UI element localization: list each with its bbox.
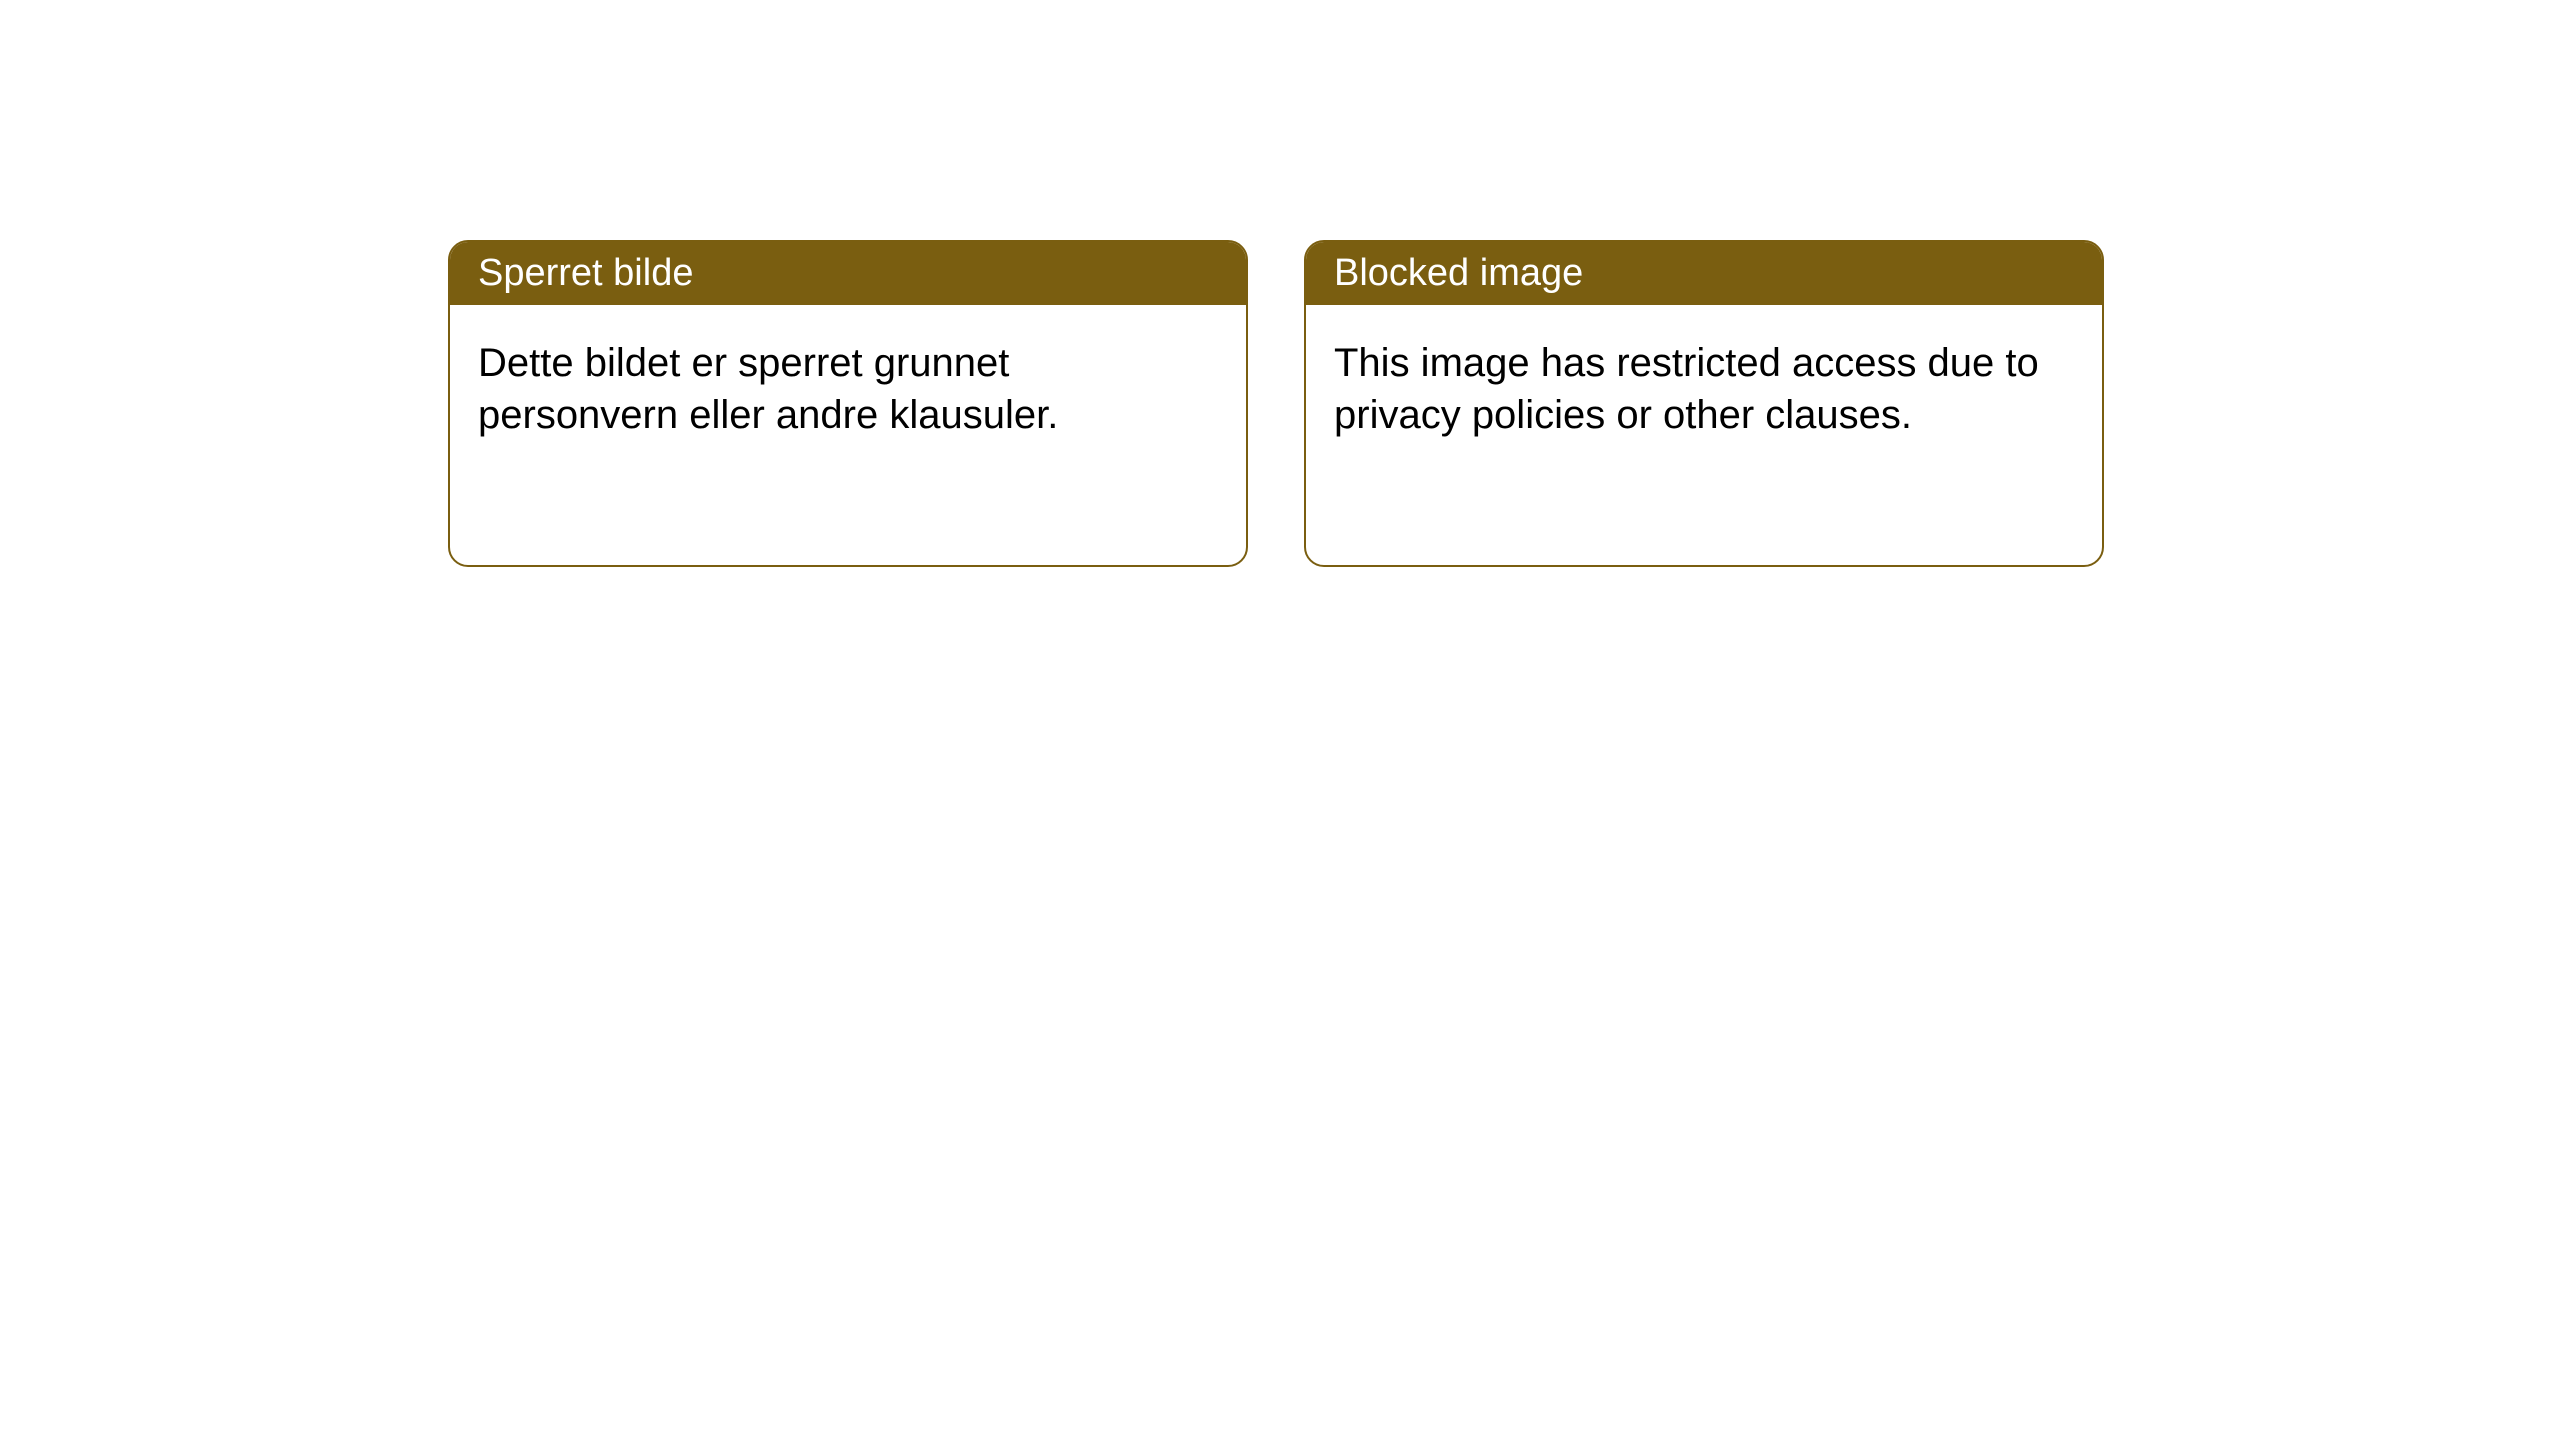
notice-card-english: Blocked image This image has restricted … [1304, 240, 2104, 567]
notice-body: Dette bildet er sperret grunnet personve… [450, 305, 1246, 565]
notice-body-text: This image has restricted access due to … [1334, 341, 2039, 437]
notice-title: Sperret bilde [478, 252, 693, 294]
notice-title: Blocked image [1334, 252, 1583, 294]
notice-body-text: Dette bildet er sperret grunnet personve… [478, 341, 1058, 437]
notice-container: Sperret bilde Dette bildet er sperret gr… [448, 240, 2104, 567]
notice-body: This image has restricted access due to … [1306, 305, 2102, 565]
notice-header: Sperret bilde [450, 242, 1246, 305]
notice-header: Blocked image [1306, 242, 2102, 305]
notice-card-norwegian: Sperret bilde Dette bildet er sperret gr… [448, 240, 1248, 567]
